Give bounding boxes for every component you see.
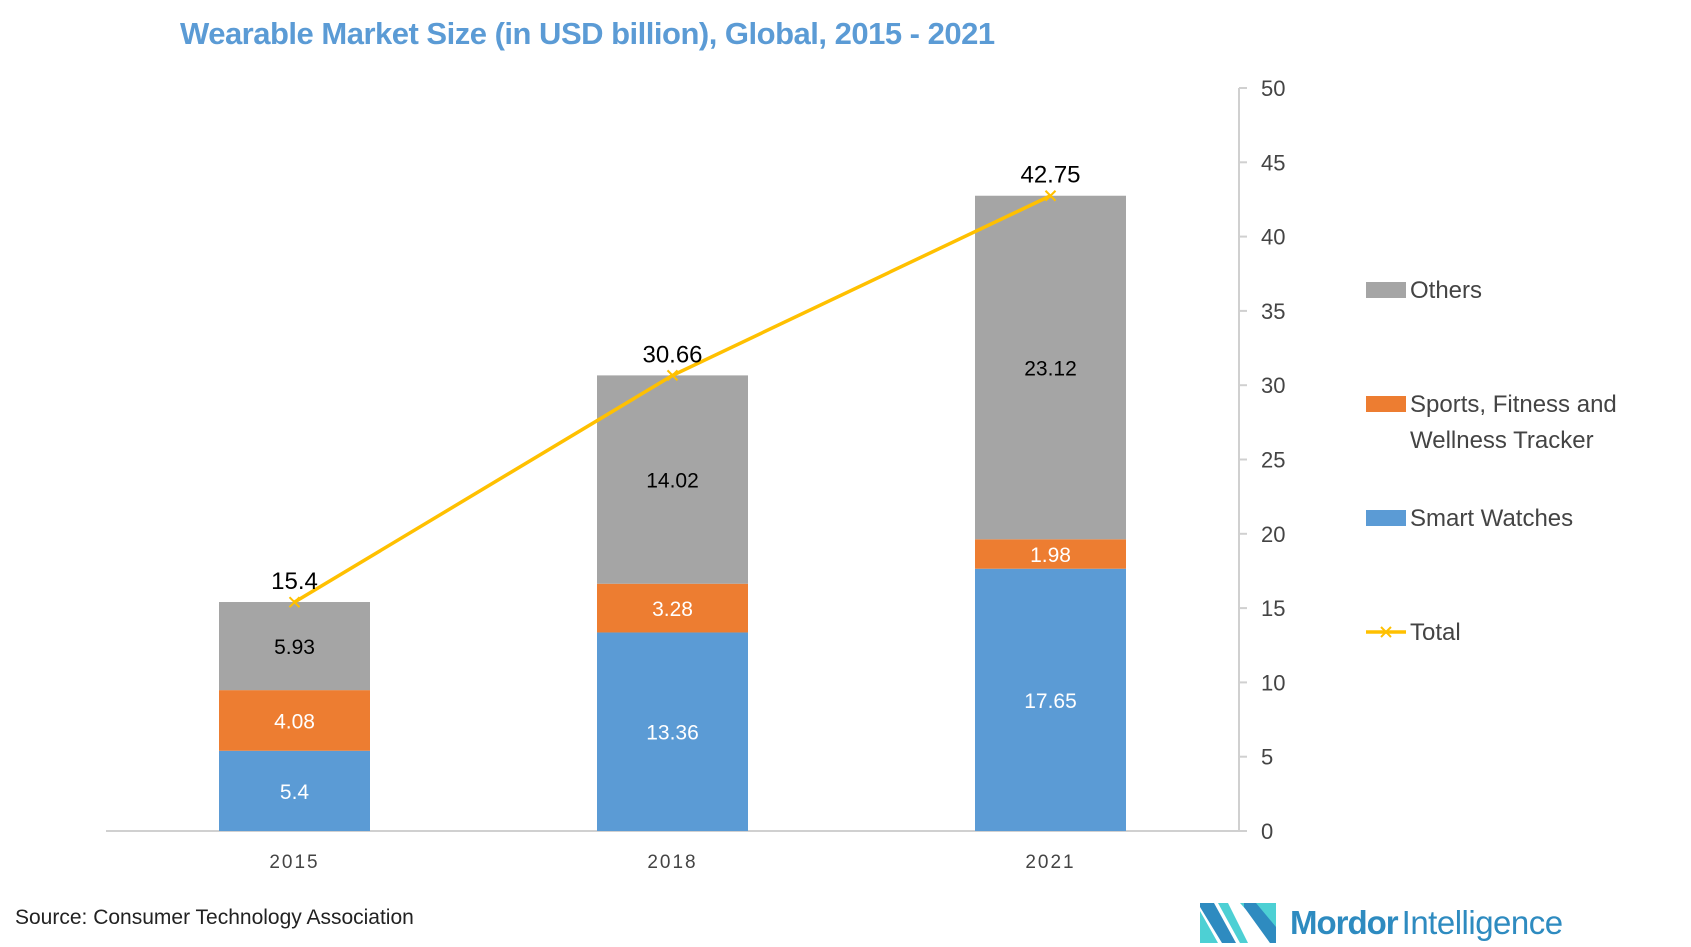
legend-label: Total	[1410, 619, 1461, 646]
data-label: 23.12	[1024, 358, 1077, 381]
logo-suffix: Intelligence	[1401, 904, 1563, 941]
data-label: 5.4	[280, 781, 310, 804]
y-tick-label: 35	[1261, 299, 1285, 324]
bar-segment	[975, 539, 1126, 569]
x-tick-label: 2018	[647, 852, 697, 873]
data-label: 5.93	[274, 636, 315, 659]
total-marker	[666, 369, 679, 382]
bar-segment	[219, 690, 370, 751]
legend-label: Others	[1410, 277, 1482, 304]
bar-segment	[219, 750, 370, 831]
logo-brand: Mordor	[1290, 904, 1399, 941]
data-label: 3.28	[652, 598, 693, 621]
total-marker	[1044, 190, 1057, 202]
bar-segment	[975, 195, 1126, 540]
data-label: 4.08	[274, 710, 315, 733]
bar-segment	[597, 375, 748, 584]
source-note: Source: Consumer Technology Association	[15, 906, 414, 929]
bar-segment	[219, 602, 370, 691]
x-tick-label: 2015	[269, 852, 319, 873]
legend-swatch	[1366, 282, 1406, 298]
y-tick-label: 0	[1261, 819, 1273, 844]
x-tick-label: 2021	[1025, 852, 1075, 873]
total-label: 42.75	[1020, 162, 1080, 189]
legend-label: Sports, Fitness and Wellness Tracker	[1410, 391, 1617, 454]
y-tick-label: 20	[1261, 522, 1285, 547]
data-label: 14.02	[646, 470, 699, 493]
y-tick-label: 25	[1261, 448, 1285, 473]
logo-mark-icon	[1200, 903, 1276, 943]
data-label: 1.98	[1030, 544, 1071, 567]
total-label: 30.66	[642, 341, 702, 368]
y-tick-label: 45	[1261, 150, 1285, 175]
y-tick-label: 10	[1261, 670, 1285, 695]
bar-segment	[975, 568, 1126, 831]
y-tick-label: 40	[1261, 225, 1285, 250]
y-tick-label: 50	[1261, 76, 1285, 101]
y-tick-label: 15	[1261, 596, 1285, 621]
y-tick-label: 30	[1261, 373, 1285, 398]
legend-swatch	[1366, 510, 1406, 526]
mordor-intelligence-logo: Mordor Intelligence	[1200, 903, 1563, 943]
total-label: 15.4	[271, 568, 318, 595]
data-label: 13.36	[646, 722, 699, 745]
chart-title: Wearable Market Size (in USD billion), G…	[180, 16, 995, 51]
y-tick-label: 5	[1261, 745, 1273, 770]
legend-marker	[1380, 626, 1392, 638]
legend-swatch	[1366, 396, 1406, 412]
bar-segment	[597, 632, 748, 831]
total-marker	[288, 596, 301, 608]
bar-segment	[597, 583, 748, 633]
legend-label: Smart Watches	[1410, 505, 1573, 532]
data-label: 17.65	[1024, 690, 1077, 713]
